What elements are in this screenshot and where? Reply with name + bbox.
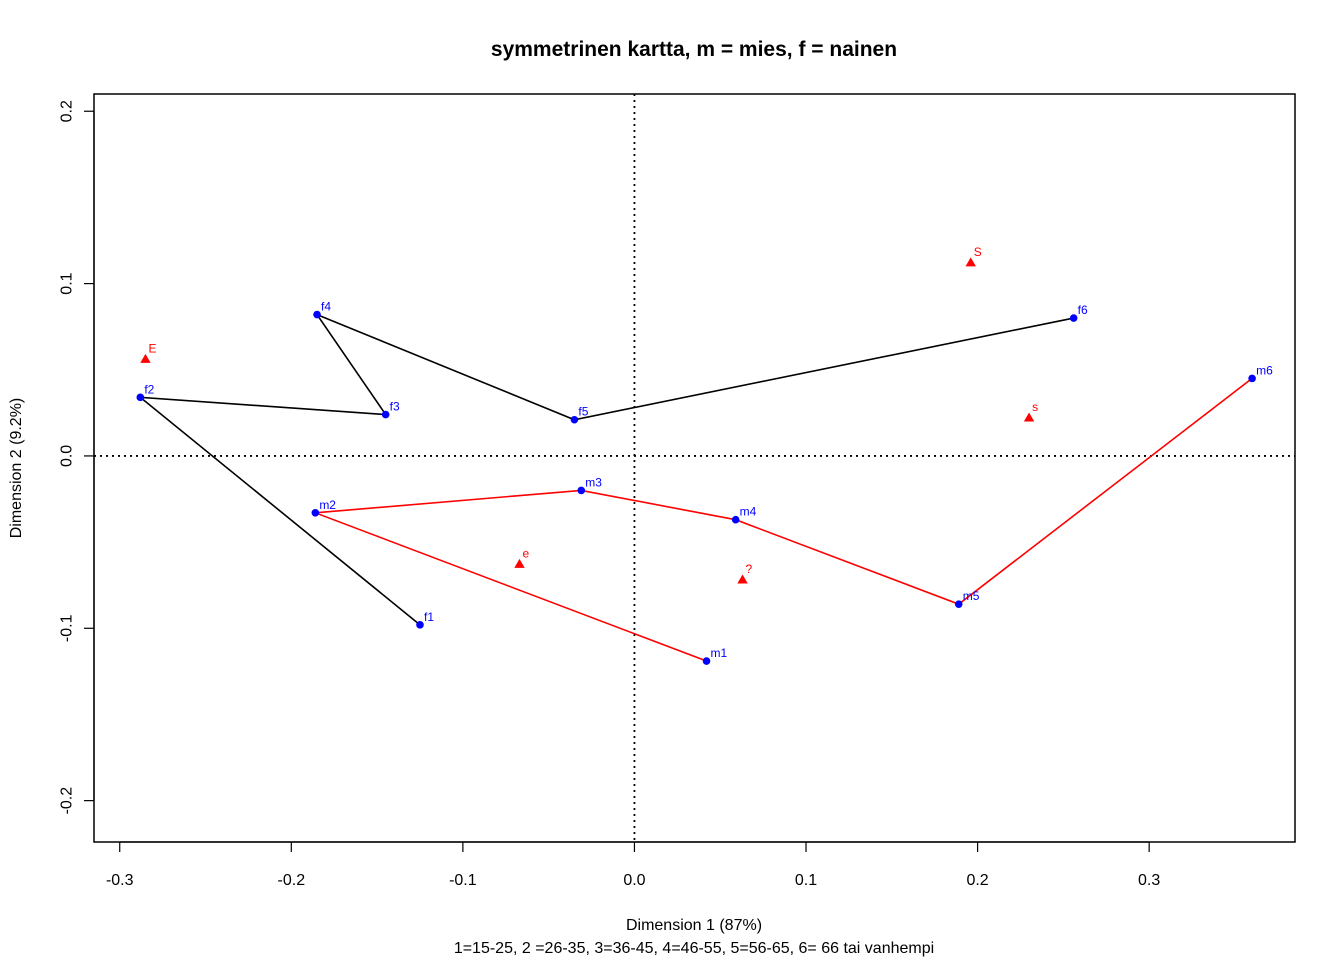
col-point-label: E xyxy=(148,341,156,355)
col-point-label: ? xyxy=(746,562,753,576)
row-point-label: m4 xyxy=(740,505,757,519)
x-axis: -0.3 -0.2 -0.1 0.0 0.1 0.2 0.3 xyxy=(106,842,1160,889)
col-point-label: s xyxy=(1032,400,1038,414)
chart-title: symmetrinen kartta, m = mies, f = nainen xyxy=(491,38,897,61)
x-tick-label: -0.2 xyxy=(278,872,306,889)
row-point-m3 xyxy=(577,487,585,495)
series-lines xyxy=(140,315,1252,661)
row-point-label: m2 xyxy=(319,498,336,512)
series-line-m xyxy=(315,378,1252,661)
row-point-m6 xyxy=(1248,375,1256,383)
row-point-f5 xyxy=(571,416,579,424)
row-point-f2 xyxy=(137,394,145,402)
x-tick-label: 0.1 xyxy=(795,872,817,889)
col-point-label: e xyxy=(522,547,529,561)
x-tick-label: 0.0 xyxy=(623,872,645,889)
y-tick-label: -0.2 xyxy=(59,787,76,815)
y-tick-label: 0.1 xyxy=(59,272,76,294)
row-point-m2 xyxy=(312,509,320,517)
row-point-m4 xyxy=(732,516,740,524)
x-tick-label: 0.2 xyxy=(966,872,988,889)
row-point-label: m3 xyxy=(585,475,602,489)
y-tick-label: -0.1 xyxy=(59,614,76,642)
x-tick-label: -0.3 xyxy=(106,872,134,889)
row-point-label: f5 xyxy=(578,405,588,419)
series-line-f xyxy=(140,315,1073,625)
y-axis: -0.2 -0.1 0.0 0.1 0.2 xyxy=(59,100,95,814)
reference-lines xyxy=(94,94,1295,842)
row-point-label: m6 xyxy=(1256,363,1273,377)
row-point-label: f4 xyxy=(321,300,331,314)
row-point-m1 xyxy=(703,657,711,665)
y-axis-label: Dimension 2 (9.2%) xyxy=(8,398,25,539)
row-point-m5 xyxy=(955,600,963,608)
row-point-label: f1 xyxy=(424,610,434,624)
x-tick-label: -0.1 xyxy=(449,872,477,889)
row-point-f1 xyxy=(416,621,424,629)
row-point-label: m1 xyxy=(711,646,728,660)
x-tick-label: 0.3 xyxy=(1138,872,1160,889)
row-point-label: f6 xyxy=(1078,303,1088,317)
plot-frame xyxy=(94,94,1295,842)
row-point-label: f3 xyxy=(390,400,400,414)
y-tick-label: 0.2 xyxy=(59,100,76,122)
row-point-label: f2 xyxy=(144,382,154,396)
row-point-label: m5 xyxy=(963,589,980,603)
x-axis-sublabel: 1=15-25, 2 =26-35, 3=36-45, 4=46-55, 5=5… xyxy=(454,940,934,957)
row-point-f6 xyxy=(1070,314,1078,322)
row-point-f4 xyxy=(313,311,321,319)
y-tick-label: 0.0 xyxy=(59,445,76,467)
data-points: f1 f2 f3 f4 f5 f6 m1 m2 m3 m4 m5 m6 Ee? Ss xyxy=(137,245,1274,665)
col-point-label: S xyxy=(974,245,982,259)
row-point-f3 xyxy=(382,411,390,419)
x-axis-label: Dimension 1 (87%) xyxy=(626,917,762,934)
